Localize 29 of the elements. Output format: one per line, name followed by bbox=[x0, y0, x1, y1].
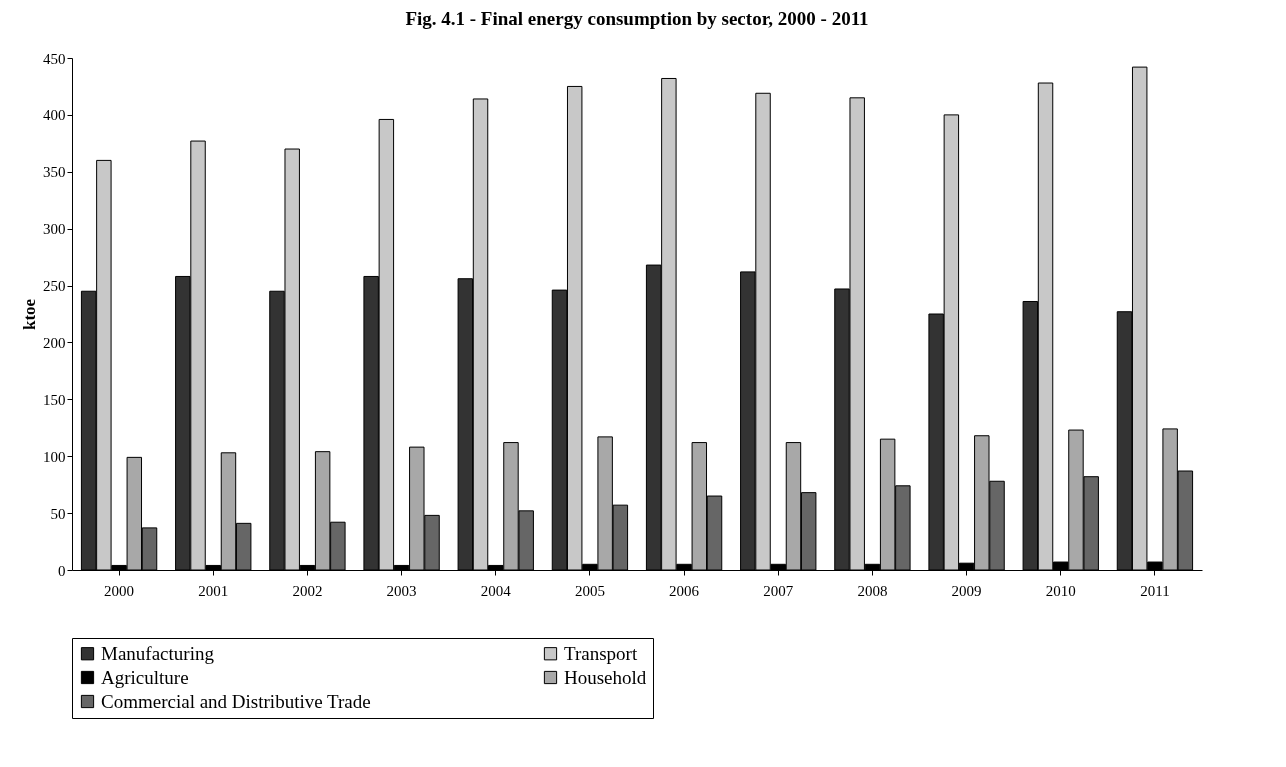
legend-label: Household bbox=[564, 666, 647, 688]
y-tick-label: 200 bbox=[43, 334, 66, 351]
y-axis-title: ktoe bbox=[20, 298, 39, 331]
x-tick-label: 2003 bbox=[386, 582, 417, 599]
legend-label: Agriculture bbox=[101, 666, 189, 688]
x-tick-label: 2011 bbox=[1140, 582, 1170, 599]
x-tick-label: 2001 bbox=[198, 582, 229, 599]
chart-title: Fig. 4.1 - Final energy consumption by sector, 2000 - 2011 bbox=[405, 8, 869, 29]
x-tick-label: 2007 bbox=[763, 582, 794, 599]
y-tick-label: 450 bbox=[43, 50, 66, 67]
y-tick-label: 100 bbox=[43, 448, 66, 465]
legend-label: Manufacturing bbox=[101, 642, 215, 664]
y-tick-label: 0 bbox=[58, 562, 66, 579]
y-tick-label: 50 bbox=[50, 505, 66, 522]
x-tick-label: 2005 bbox=[574, 582, 605, 599]
legend-label: Commercial and Distributive Trade bbox=[101, 690, 371, 712]
x-tick-label: 2000 bbox=[104, 582, 135, 599]
x-tick-label: 2004 bbox=[480, 582, 512, 599]
y-tick-label: 350 bbox=[43, 164, 66, 181]
y-tick-label: 250 bbox=[43, 278, 66, 295]
y-tick-label: 300 bbox=[43, 221, 66, 238]
x-tick-label: 2006 bbox=[669, 582, 700, 599]
x-tick-label: 2008 bbox=[857, 582, 888, 599]
y-tick-label: 400 bbox=[43, 107, 66, 124]
x-tick-label: 2002 bbox=[292, 582, 323, 599]
x-tick-label: 2010 bbox=[1045, 582, 1076, 599]
y-tick-label: 150 bbox=[43, 391, 66, 408]
x-tick-label: 2009 bbox=[951, 582, 982, 599]
legend-label: Transport bbox=[564, 642, 638, 664]
